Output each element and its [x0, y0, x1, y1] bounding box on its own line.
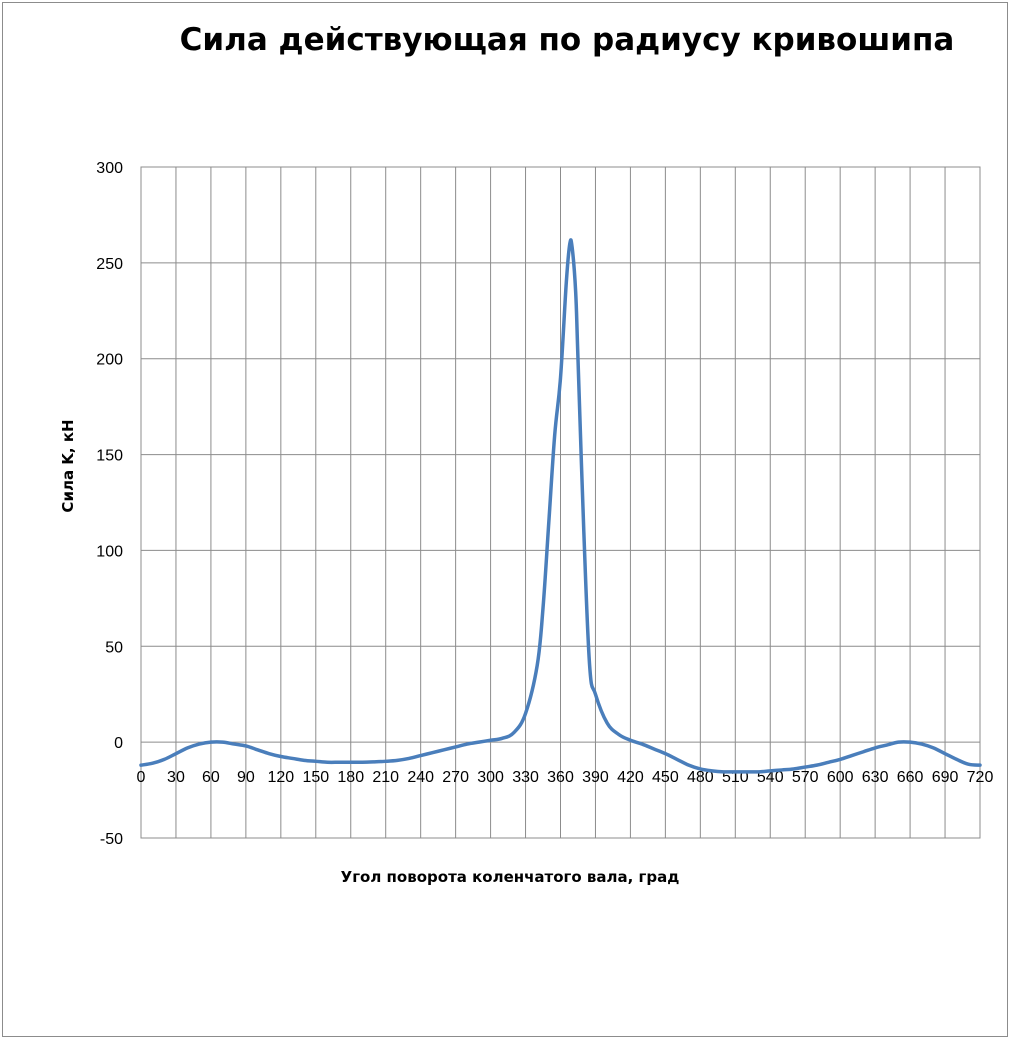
series-layer — [139, 238, 982, 774]
y-tick-label: 100 — [96, 543, 123, 560]
y-tick-label: 200 — [96, 352, 123, 369]
x-tick-label: 630 — [862, 769, 889, 786]
chart-title: Сила действующая по радиусу кривошипа — [179, 22, 955, 58]
x-tick-label: 480 — [687, 769, 714, 786]
x-tick-label: 570 — [792, 769, 819, 786]
x-tick-label: 360 — [547, 769, 574, 786]
x-tick-label: 690 — [932, 769, 959, 786]
x-tick-label: 390 — [582, 769, 609, 786]
x-tick-label: 270 — [442, 769, 469, 786]
x-tick-label: 540 — [757, 769, 784, 786]
grid — [140, 166, 981, 839]
x-tick-label: 90 — [237, 769, 255, 786]
x-tick-label: 660 — [897, 769, 924, 786]
plot-border — [140, 166, 981, 839]
y-axis-label: Сила K, кН — [59, 419, 77, 512]
x-axis-label: Угол поворота коленчатого вала, град — [341, 868, 680, 886]
x-tick-label: 600 — [827, 769, 854, 786]
x-tick-label: 30 — [167, 769, 185, 786]
y-tick-label: 300 — [96, 160, 123, 177]
tick-labels: 0 30 60 90 120 150 180 210 240 270 300 330 360 390 420… — [96, 160, 993, 848]
y-tick-label: -50 — [100, 831, 123, 848]
x-tick-label: 180 — [337, 769, 364, 786]
x-tick-label: 0 — [137, 769, 146, 786]
x-tick-label: 150 — [302, 769, 329, 786]
y-tick-label: 150 — [96, 448, 123, 465]
y-tick-label: 50 — [105, 639, 123, 656]
x-tick-label: 720 — [967, 769, 994, 786]
x-tick-label: 420 — [617, 769, 644, 786]
x-tick-label: 330 — [512, 769, 539, 786]
x-tick-label: 120 — [267, 769, 294, 786]
x-tick-label: 60 — [202, 769, 220, 786]
x-tick-label: 450 — [652, 769, 679, 786]
series-line — [139, 238, 982, 774]
y-tick-label: 0 — [114, 735, 123, 752]
x-tick-label: 300 — [477, 769, 504, 786]
x-tick-label: 240 — [407, 769, 434, 786]
y-tick-label: 250 — [96, 256, 123, 273]
x-tick-label: 210 — [372, 769, 399, 786]
